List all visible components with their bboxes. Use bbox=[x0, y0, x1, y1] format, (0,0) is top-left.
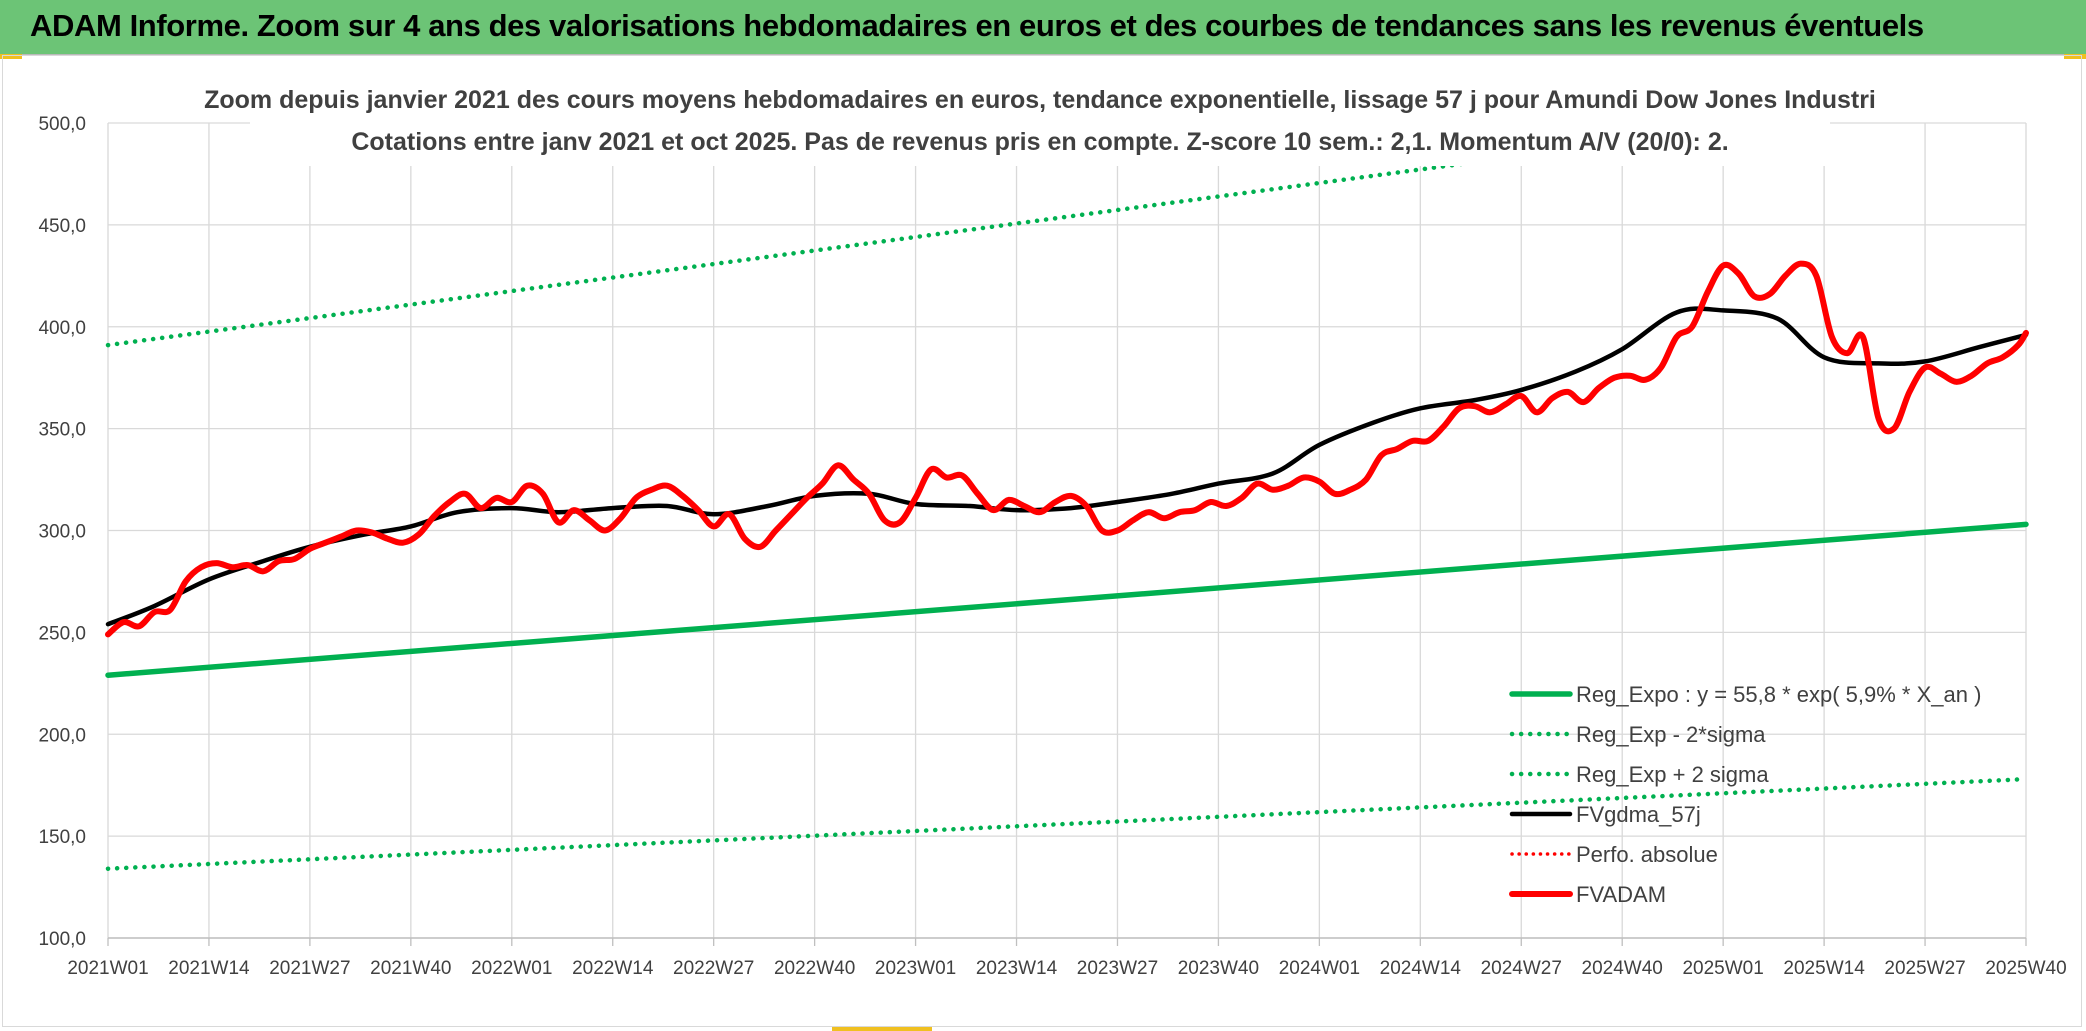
y-tick-label: 250,0 bbox=[38, 623, 86, 644]
x-tick-label: 2022W40 bbox=[774, 958, 855, 979]
report-banner: ADAM Informe. Zoom sur 4 ans des valoris… bbox=[0, 0, 2086, 55]
legend-label: Reg_Exp - 2*sigma bbox=[1576, 722, 1766, 747]
x-tick-label: 2024W14 bbox=[1380, 958, 1462, 979]
report-title: ADAM Informe. Zoom sur 4 ans des valoris… bbox=[30, 8, 1924, 43]
x-tick-label: 2023W27 bbox=[1077, 958, 1158, 979]
y-tick-label: 350,0 bbox=[38, 420, 86, 441]
legend-item-fvadam: FVADAM bbox=[1509, 882, 1666, 907]
legend-item-upper-band: Reg_Exp + 2 sigma bbox=[1509, 762, 1769, 787]
smoothed-line bbox=[105, 306, 2029, 627]
axis-ticks: 100,0 150,0 200,0 250,0 300,0 350,0 400,0 450,0… bbox=[38, 114, 2066, 979]
x-tick-label: 2025W40 bbox=[1985, 958, 2066, 979]
x-tick-label: 2022W14 bbox=[572, 958, 654, 979]
x-tick-label: 2021W40 bbox=[370, 958, 451, 979]
legend: Reg_Expo : y = 55,8 * exp( 5,9% * X_an )… bbox=[1509, 682, 1981, 907]
y-tick-label: 200,0 bbox=[38, 725, 86, 746]
x-tick-label: 2023W01 bbox=[875, 958, 956, 979]
legend-item-lower-band: Reg_Exp - 2*sigma bbox=[1509, 722, 1766, 747]
chart-title-line1: Zoom depuis janvier 2021 des cours moyen… bbox=[204, 86, 1876, 114]
corner-mark bbox=[2064, 54, 2086, 59]
x-tick-label: 2025W27 bbox=[1884, 958, 1965, 979]
x-tick-label: 2022W27 bbox=[673, 958, 754, 979]
y-tick-label: 150,0 bbox=[38, 827, 86, 848]
x-tick-label: 2021W27 bbox=[269, 958, 350, 979]
y-tick-label: 500,0 bbox=[38, 114, 86, 135]
x-tick-label: 2024W01 bbox=[1279, 958, 1360, 979]
plot-area bbox=[105, 119, 2029, 871]
x-tick-label: 2023W14 bbox=[976, 958, 1058, 979]
x-tick-label: 2022W01 bbox=[471, 958, 552, 979]
legend-item-perfo-absolue: Perfo. absolue bbox=[1510, 842, 1718, 867]
legend-label: Reg_Expo : y = 55,8 * exp( 5,9% * X_an ) bbox=[1576, 682, 1981, 707]
y-tick-label: 100,0 bbox=[38, 929, 86, 950]
chart-title-line2: Cotations entre janv 2021 et oct 2025. P… bbox=[351, 128, 1728, 156]
x-tick-label: 2024W27 bbox=[1481, 958, 1562, 979]
legend-label: Perfo. absolue bbox=[1576, 842, 1718, 867]
x-tick-label: 2025W14 bbox=[1783, 958, 1865, 979]
x-tick-label: 2025W01 bbox=[1682, 958, 1763, 979]
legend-label: Reg_Exp + 2 sigma bbox=[1576, 762, 1769, 787]
chart-frame bbox=[2, 55, 2082, 1027]
x-tick-label: 2024W40 bbox=[1582, 958, 1663, 979]
y-tick-label: 400,0 bbox=[38, 318, 86, 339]
y-tick-label: 300,0 bbox=[38, 522, 86, 543]
x-tick-label: 2023W40 bbox=[1178, 958, 1259, 979]
x-tick-label: 2021W14 bbox=[168, 958, 250, 979]
corner-mark bbox=[832, 1026, 932, 1031]
lower-band-line bbox=[105, 776, 2029, 871]
x-tick-label: 2021W01 bbox=[67, 958, 148, 979]
price-line bbox=[105, 260, 2029, 638]
legend-label: FVgdma_57j bbox=[1576, 802, 1701, 827]
legend-item-reg-expo: Reg_Expo : y = 55,8 * exp( 5,9% * X_an ) bbox=[1509, 682, 1981, 707]
title-background bbox=[250, 76, 1830, 166]
corner-mark bbox=[0, 54, 22, 59]
legend-label: FVADAM bbox=[1576, 882, 1666, 907]
trend-line bbox=[105, 521, 2029, 678]
y-tick-label: 450,0 bbox=[38, 216, 86, 237]
legend-item-fvgdma: FVgdma_57j bbox=[1509, 802, 1701, 827]
grid bbox=[107, 122, 2027, 946]
